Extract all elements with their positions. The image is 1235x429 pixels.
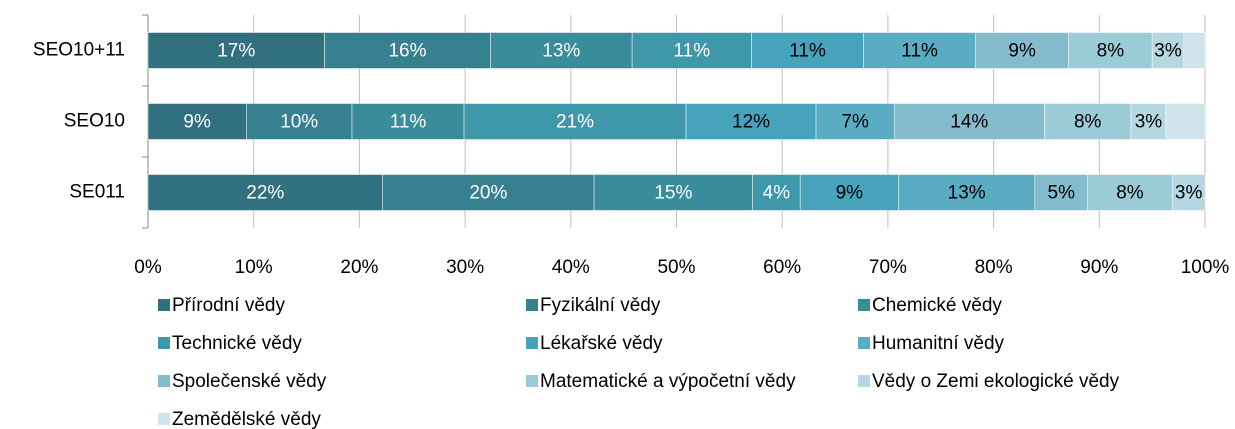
data-label: 11%: [901, 41, 938, 62]
x-tick-label: 20%: [340, 257, 378, 278]
data-label: 11%: [674, 41, 711, 62]
bar-segment: [1165, 103, 1206, 140]
bar-segment: [382, 174, 595, 211]
bar-segment: [246, 103, 353, 140]
data-label: 15%: [654, 183, 692, 204]
legend-marker: [158, 299, 170, 311]
bar-segment: [975, 32, 1069, 69]
bar-segment: [463, 103, 687, 140]
y-tick-label: SEO10: [64, 111, 125, 132]
x-tick-label: 10%: [235, 257, 273, 278]
bar-segment: [863, 32, 976, 69]
legend-label: Humanitní vědy: [872, 333, 1005, 354]
data-label: 11%: [789, 41, 826, 62]
x-tick-label: 70%: [869, 257, 907, 278]
data-label: 22%: [246, 183, 284, 204]
data-label: 11%: [390, 112, 427, 133]
data-label: 17%: [217, 41, 255, 62]
data-label: 20%: [469, 183, 507, 204]
legend-marker: [526, 375, 538, 387]
legend-label: Chemické vědy: [872, 295, 1002, 316]
legend-marker: [858, 375, 870, 387]
data-label: 13%: [542, 41, 580, 62]
y-tick-label: SEO10+11: [33, 40, 125, 61]
legend-label: Vědy o Zemi ekologické vědy: [872, 371, 1120, 392]
x-tick-label: 90%: [1080, 257, 1118, 278]
legend-label: Zemědělské vědy: [172, 409, 321, 429]
x-tick-label: 80%: [975, 257, 1013, 278]
bar-segment: [147, 32, 325, 69]
data-label: 21%: [556, 112, 594, 133]
legend-marker: [158, 413, 170, 425]
legend-label: Technické vědy: [172, 333, 302, 354]
data-label: 12%: [732, 112, 770, 133]
x-tick-label: 40%: [552, 257, 590, 278]
bar-segment: [751, 32, 864, 69]
legend-label: Fyzikální vědy: [540, 295, 661, 316]
data-label: 5%: [1048, 183, 1076, 204]
bar-segment: [1183, 32, 1206, 69]
data-label: 16%: [388, 41, 426, 62]
data-label: 9%: [183, 112, 211, 133]
data-label: 7%: [841, 112, 869, 133]
bar-segment: [1087, 174, 1173, 211]
data-label: 9%: [1008, 41, 1036, 62]
data-label: 8%: [1116, 183, 1144, 204]
data-label: 3%: [1175, 183, 1203, 204]
legend-marker: [526, 299, 538, 311]
data-label: 14%: [950, 112, 988, 133]
data-label: 8%: [1074, 112, 1102, 133]
bar-segment: [815, 103, 895, 140]
data-label: 4%: [763, 183, 791, 204]
x-tick-label: 60%: [763, 257, 801, 278]
x-tick-label: 30%: [446, 257, 484, 278]
bar-segment: [147, 103, 247, 140]
bar-segment: [1151, 32, 1185, 69]
bar-segment: [799, 174, 899, 211]
data-label: 3%: [1135, 112, 1163, 133]
bar-segment: [685, 103, 817, 140]
data-label: 8%: [1097, 41, 1125, 62]
bar-segment: [1044, 103, 1132, 140]
bar-segment: [1068, 32, 1153, 69]
y-tick-label: SE011: [69, 182, 125, 203]
data-label: 3%: [1154, 41, 1182, 62]
bar-segment: [1130, 103, 1167, 140]
legend-marker: [858, 337, 870, 349]
x-tick-label: 50%: [657, 257, 695, 278]
bar-segment: [1171, 174, 1206, 211]
x-tick-label: 0%: [134, 257, 162, 278]
legend-label: Lékařské vědy: [540, 333, 663, 354]
bar-segment: [147, 174, 383, 211]
x-tick-label: 100%: [1181, 257, 1230, 278]
bar-segment: [351, 103, 465, 140]
legend-marker: [858, 299, 870, 311]
data-label: 13%: [948, 183, 986, 204]
legend-label: Společenské vědy: [172, 371, 327, 392]
legend-label: Přírodní vědy: [172, 295, 285, 316]
data-label: 9%: [836, 183, 864, 204]
bar-segment: [898, 174, 1036, 211]
legend-marker: [158, 337, 170, 349]
legend-marker: [526, 337, 538, 349]
legend-marker: [158, 375, 170, 387]
bar-segment: [631, 32, 752, 69]
bar-segment: [593, 174, 753, 211]
bar-segment: [490, 32, 633, 69]
data-label: 10%: [280, 112, 318, 133]
legend-label: Matematické a výpočetní vědy: [540, 371, 796, 392]
